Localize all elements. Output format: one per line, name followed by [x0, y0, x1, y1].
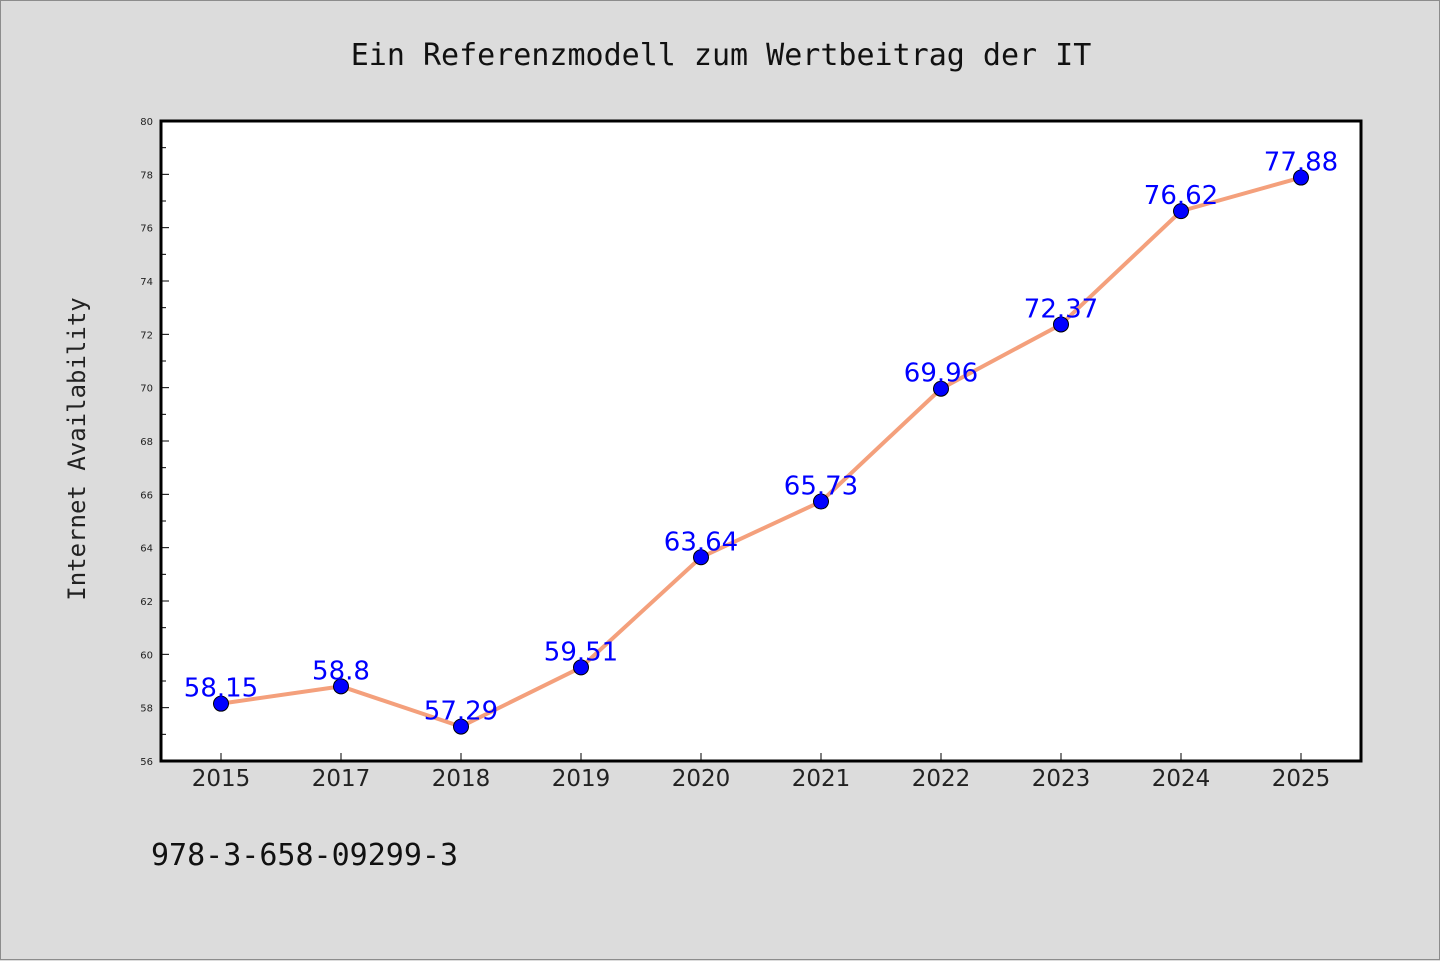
y-tick-label: 56 — [140, 757, 153, 768]
x-tick-label: 2015 — [192, 766, 251, 792]
y-tick-label: 80 — [140, 117, 153, 128]
data-point — [693, 549, 709, 566]
isbn-footer: 978-3-658-09299-3 — [151, 838, 458, 873]
data-label: 63.64 — [664, 527, 738, 557]
y-tick-label: 70 — [140, 384, 153, 395]
y-tick-label: 58 — [140, 704, 153, 715]
x-tick-label: 2021 — [792, 766, 851, 792]
y-tick-label: 72 — [140, 330, 153, 341]
y-tick-label: 78 — [140, 170, 153, 181]
data-point — [1053, 316, 1069, 333]
chart-title: Ein Referenzmodell zum Wertbeitrag der I… — [351, 38, 1092, 73]
data-label: 69.96 — [904, 359, 978, 389]
y-tick-label: 60 — [140, 650, 153, 661]
data-label: 76.62 — [1144, 181, 1218, 211]
x-tick-label: 2019 — [552, 766, 611, 792]
series-line — [220, 175, 1302, 729]
data-label: 58.15 — [184, 674, 258, 704]
data-point — [1293, 169, 1309, 186]
x-tick-label: 2020 — [672, 766, 731, 792]
data-labels: 58.15 58.8 57.29 59.51 63.64 65.73 69.96 72.37 7… — [184, 148, 1338, 727]
data-label: 72.37 — [1024, 294, 1098, 324]
data-point — [573, 659, 589, 676]
x-tick-label: 2018 — [432, 766, 491, 792]
y-axis: 56 58 60 62 64 66 68 70 72 74 76 78 80 — [140, 117, 169, 768]
x-tick-label: 2024 — [1152, 766, 1211, 792]
data-point — [213, 695, 229, 712]
y-tick-label: 68 — [140, 437, 153, 448]
y-tick-label: 62 — [140, 597, 153, 608]
data-label: 57.29 — [424, 697, 498, 727]
data-point — [813, 493, 829, 510]
x-tick-label: 2017 — [312, 766, 371, 792]
y-tick-label: 74 — [140, 277, 153, 288]
x-axis: 2015 2017 2018 2019 2020 2021 2022 2023 2024 2025 — [192, 753, 1331, 792]
data-point — [1173, 203, 1189, 220]
x-tick-label: 2022 — [912, 766, 971, 792]
data-label: 58.8 — [312, 656, 370, 686]
y-tick-label: 66 — [140, 490, 153, 501]
y-axis-label: Internet Availability — [63, 297, 91, 600]
x-tick-label: 2023 — [1032, 766, 1091, 792]
data-point — [333, 678, 349, 695]
data-label: 59.51 — [544, 637, 618, 667]
x-tick-label: 2025 — [1272, 766, 1331, 792]
y-tick-label: 64 — [140, 544, 153, 555]
data-point — [933, 380, 949, 397]
data-label: 65.73 — [784, 472, 858, 502]
data-label: 77.88 — [1264, 148, 1338, 178]
series-line-group — [213, 169, 1309, 735]
data-point — [453, 718, 469, 735]
y-tick-label: 76 — [140, 224, 153, 235]
